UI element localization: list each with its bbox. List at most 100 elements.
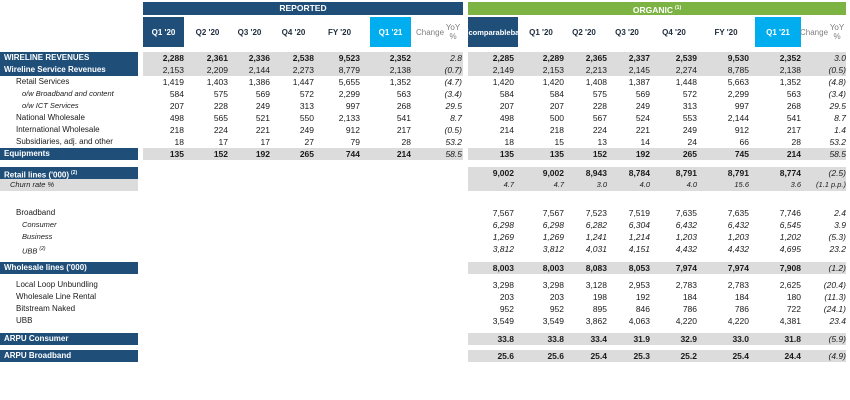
reported-value: 1,419 [162,77,184,87]
organic-value: 25.4 [732,351,749,361]
reported-col-header: Q1 '21 [370,17,411,47]
row-shade-organic [468,64,846,76]
row-label: o/w ICT Services [22,100,79,112]
organic-band: ORGANIC (1) [468,2,846,15]
row-label-text: Local Loop Unbundling [16,280,98,289]
organic-value: 184 [734,292,749,302]
reported-value: 2,361 [206,53,228,63]
organic-value: 3,812 [542,244,564,254]
row-shade-reported [143,148,463,160]
row-label-text: Retail lines ('000) [4,170,70,180]
table-row: o/w Broadband and content 584 575 569 572 2,2… [0,88,850,100]
reported-value: 997 [345,101,360,111]
row-label: ARPU Consumer [0,333,138,345]
organic-value: 4.7 [503,180,514,189]
table-row: Wholesale lines ('000) 8,003 8,003 8,083 8,0… [0,262,850,274]
reported-value: 744 [345,149,360,159]
organic-value: 8,943 [585,168,607,178]
organic-value: 8,003 [542,263,564,273]
table-row: Retail Services 1,419 1,403 1,386 1,447 5,655… [0,76,850,88]
organic-value: 2,299 [727,89,749,99]
organic-value: 2,144 [727,113,749,123]
organic-value: 33.4 [590,334,607,344]
organic-change: 8.7 [834,113,846,123]
organic-value: 4,432 [727,244,749,254]
organic-col-header: FY '20 [714,27,738,37]
reported-col-header: Q4 '20 [281,27,306,37]
reported-col-header: Q2 '20 [195,27,220,37]
organic-value: 33.8 [547,334,564,344]
organic-value: 25.4 [590,351,607,361]
reported-value: 2,273 [292,65,314,75]
organic-value: 1,214 [628,232,650,242]
organic-value: 3,549 [542,316,564,326]
row-label-text: Subsidiaries, adj. and other [16,137,113,146]
organic-value: 912 [734,125,749,135]
organic-value: 563 [786,89,801,99]
reported-change-header-line: Change [416,27,445,37]
reported-value: 249 [299,125,314,135]
reported-col-header: Q3 '20 [237,27,262,37]
organic-value: 214 [786,149,801,159]
organic-value: 498 [499,113,514,123]
row-label: Wireline Service Revenues [0,64,138,76]
row-label-text: WIRELINE REVENUES [4,53,90,62]
reported-value: 152 [213,149,228,159]
row-label-text: ARPU Consumer [4,334,69,343]
organic-value: 2,285 [492,53,514,63]
reported-value: 550 [299,113,314,123]
organic-comparable-line: comparable [468,27,511,37]
organic-value: 2,783 [727,280,749,290]
organic-change: (3.4) [828,89,846,99]
organic-value: 2,953 [628,280,650,290]
reported-value: 8,779 [338,65,360,75]
organic-value: 1,202 [779,232,801,242]
organic-value: 2,289 [542,53,564,63]
organic-value: 6,432 [727,220,749,230]
organic-value: 7,567 [542,208,564,218]
organic-value: 152 [592,149,607,159]
reported-value: 221 [255,125,270,135]
organic-value: 224 [592,125,607,135]
organic-value: 249 [635,101,650,111]
row-shade-organic [468,148,846,160]
organic-value: 3,128 [585,280,607,290]
organic-value: 2,145 [628,65,650,75]
table-row: UBB (2) 3,812 3,812 4,031 4,151 4,432 4,432 4,69… [0,243,850,256]
row-label-text: Wholesale Line Rental [16,292,97,301]
row-label-text: Retail Services [16,77,70,86]
row-label: Local Loop Unbundling [16,279,98,291]
organic-value: 3.0 [596,180,607,189]
reported-value: 912 [345,125,360,135]
reported-band: REPORTED [143,2,463,15]
reported-value: 563 [396,89,411,99]
organic-value: 203 [549,292,564,302]
organic-value: 786 [734,304,749,314]
row-label: o/w Broadband and content [22,88,114,100]
organic-value: 584 [549,89,564,99]
row-shade-organic [468,179,846,191]
organic-value: 31.9 [633,334,650,344]
table-row: Consumer 6,298 6,298 6,282 6,304 6,432 6,432 6,… [0,219,850,231]
reported-change-header-line: YoY % [445,23,461,41]
organic-value: 8,083 [585,263,607,273]
organic-value: 8,785 [727,65,749,75]
organic-value: 2,213 [585,65,607,75]
table-row: Bitstream Naked 952 952 895 846 786 786 722 (24.… [0,303,850,315]
row-label-text: Consumer [22,220,57,229]
organic-col-header: Q3 '20 [615,27,639,37]
organic-value: 2,149 [492,65,514,75]
row-label-text: Wireline Service Revenues [4,65,106,74]
organic-value: 4,220 [675,316,697,326]
reported-value: 2,153 [162,65,184,75]
reported-value: 569 [255,89,270,99]
organic-value: 265 [682,149,697,159]
reported-value: 224 [213,125,228,135]
organic-value: 28 [791,137,801,147]
organic-value: 203 [499,292,514,302]
organic-value: 6,304 [628,220,650,230]
organic-value: 1,387 [628,77,650,87]
reported-value: 268 [396,101,411,111]
reported-value: 214 [396,149,411,159]
table-row: Broadband 7,567 7,567 7,523 7,519 7,635 7,635 7… [0,207,850,219]
